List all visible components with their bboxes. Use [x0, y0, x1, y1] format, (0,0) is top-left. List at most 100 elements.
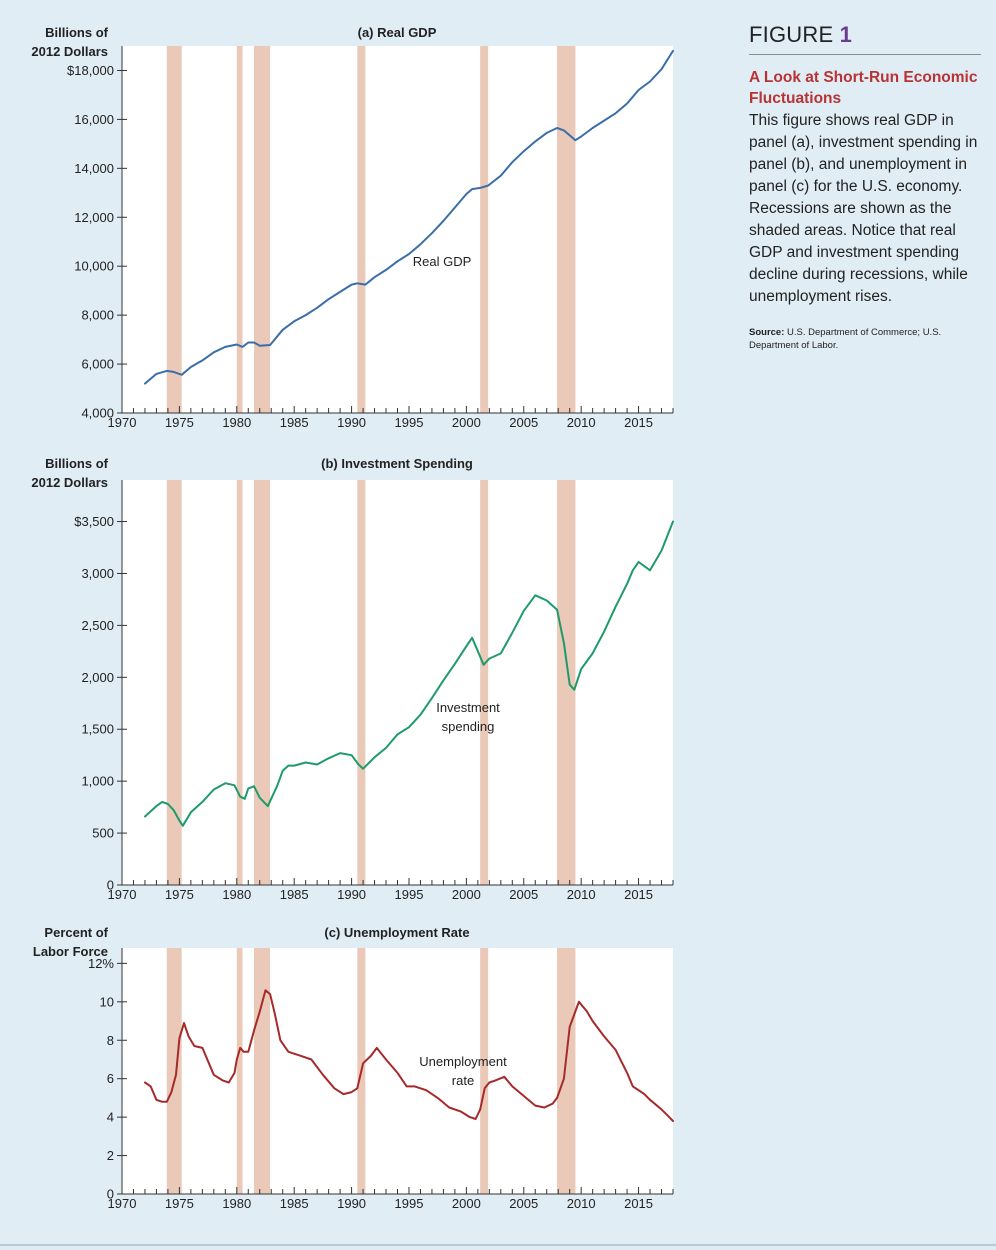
x-tick-label: 2010	[567, 1196, 596, 1211]
figure-source: Source: U.S. Department of Commerce; U.S…	[749, 326, 981, 352]
y-tick-label: 6,000	[81, 357, 114, 372]
recession-band	[254, 480, 271, 885]
x-tick-label: 2015	[624, 887, 653, 902]
x-tick-label: 1980	[222, 887, 251, 902]
figure-description: This figure shows real GDP in panel (a),…	[749, 112, 978, 305]
y-axis-label: Labor Force	[33, 944, 108, 959]
recession-band	[480, 46, 489, 413]
y-tick-label: 8,000	[81, 308, 114, 323]
chart-panel-0: 4,000 6,000 8,000 10,000 12,000 14,000 16,000 $…	[31, 25, 674, 430]
x-tick-label: 1975	[165, 887, 194, 902]
y-axis-label: Percent of	[44, 925, 108, 940]
y-tick-label: 12,000	[74, 210, 114, 225]
recession-band	[166, 480, 182, 885]
panel-title: (c) Unemployment Rate	[324, 925, 469, 940]
y-axis-label: 2012 Dollars	[31, 44, 108, 59]
figure-number: 1	[839, 22, 853, 47]
x-tick-label: 1980	[222, 415, 251, 430]
figure-title: A Look at Short-Run Economic Fluctuation…	[749, 69, 978, 107]
series-line	[144, 520, 674, 827]
y-tick-label: 8	[107, 1033, 114, 1048]
recession-band	[357, 480, 366, 885]
recession-band	[236, 948, 243, 1194]
chart-panel-2: 0 2 4 6 8 10 12% 1970 1975 1980 1985 1990 1995 2000 20…	[33, 925, 674, 1211]
series-line	[144, 49, 674, 385]
x-tick-label: 2015	[624, 415, 653, 430]
series-line	[144, 989, 674, 1122]
y-tick-label: 0	[107, 878, 114, 893]
x-tick-label: 1995	[395, 887, 424, 902]
charts-figure: 4,000 6,000 8,000 10,000 12,000 14,000 16,000 $…	[31, 25, 674, 1211]
y-axis-label: Billions of	[45, 456, 109, 471]
y-axis-label: 2012 Dollars	[31, 475, 108, 490]
recession-band	[480, 948, 489, 1194]
x-tick-label: 1980	[222, 1196, 251, 1211]
recession-band	[480, 480, 489, 885]
x-tick-label: 2000	[452, 887, 481, 902]
chart-panel-1: 0 500 1,000 1,500 2,000 2,500 3,000 $3,500 1970 1…	[31, 456, 674, 902]
panel-title: (a) Real GDP	[358, 25, 437, 40]
x-tick-label: 2005	[509, 415, 538, 430]
x-tick-label: 1985	[280, 887, 309, 902]
y-tick-label: 4	[107, 1110, 114, 1125]
x-tick-label: 2005	[509, 1196, 538, 1211]
x-tick-label: 2000	[452, 1196, 481, 1211]
figure-heading: FIGURE 1	[749, 22, 981, 55]
y-tick-label: 10	[100, 994, 114, 1009]
source-label: Source:	[749, 327, 785, 338]
x-tick-label: 1985	[280, 1196, 309, 1211]
x-tick-label: 1975	[165, 1196, 194, 1211]
y-tick-label: 3,000	[81, 566, 114, 581]
y-tick-label: 1,000	[81, 774, 114, 789]
x-tick-label: 2010	[567, 415, 596, 430]
y-tick-label: 14,000	[74, 161, 114, 176]
recession-band	[254, 46, 271, 413]
y-tick-label: $18,000	[67, 63, 114, 78]
series-annotation: Real GDP	[413, 254, 472, 269]
x-tick-label: 1995	[395, 415, 424, 430]
source-text: U.S. Department of Commerce; U.S. Depart…	[749, 327, 942, 351]
x-tick-label: 2015	[624, 1196, 653, 1211]
x-tick-label: 1970	[108, 887, 137, 902]
recession-band	[357, 46, 366, 413]
x-tick-label: 2010	[567, 887, 596, 902]
y-tick-label: 1,500	[81, 722, 114, 737]
y-tick-label: 2,000	[81, 670, 114, 685]
y-tick-label: 0	[107, 1187, 114, 1202]
x-tick-label: 2005	[509, 887, 538, 902]
x-tick-label: 1970	[108, 415, 137, 430]
recession-band	[557, 948, 576, 1194]
bottom-rule	[0, 1244, 996, 1246]
recession-band	[254, 948, 271, 1194]
y-tick-label: 2,500	[81, 618, 114, 633]
recession-band	[557, 46, 576, 413]
x-tick-label: 2000	[452, 415, 481, 430]
plot-area	[122, 948, 673, 1194]
y-tick-label: 6	[107, 1071, 114, 1086]
x-tick-label: 1995	[395, 1196, 424, 1211]
x-tick-label: 1975	[165, 415, 194, 430]
x-tick-label: 1985	[280, 415, 309, 430]
y-axis-label: Billions of	[45, 25, 109, 40]
y-tick-label: 4,000	[81, 406, 114, 421]
series-annotation: Investment	[436, 700, 500, 715]
recession-band	[236, 46, 243, 413]
recession-band	[557, 480, 576, 885]
recession-band	[166, 948, 182, 1194]
recession-band	[236, 480, 243, 885]
figure-label: FIGURE	[749, 22, 834, 47]
series-annotation: spending	[442, 719, 495, 734]
series-annotation: rate	[452, 1073, 474, 1088]
figure-caption-panel: FIGURE 1 A Look at Short-Run Economic Fl…	[749, 22, 981, 352]
panel-title: (b) Investment Spending	[321, 456, 473, 471]
y-tick-label: 16,000	[74, 112, 114, 127]
x-tick-label: 1970	[108, 1196, 137, 1211]
x-tick-label: 1990	[337, 887, 366, 902]
y-tick-label: 500	[92, 826, 114, 841]
x-tick-label: 1990	[337, 415, 366, 430]
y-tick-label: 10,000	[74, 259, 114, 274]
y-tick-label: 12%	[88, 956, 114, 971]
x-tick-label: 1990	[337, 1196, 366, 1211]
y-tick-label: $3,500	[74, 514, 114, 529]
plot-area	[122, 480, 673, 885]
